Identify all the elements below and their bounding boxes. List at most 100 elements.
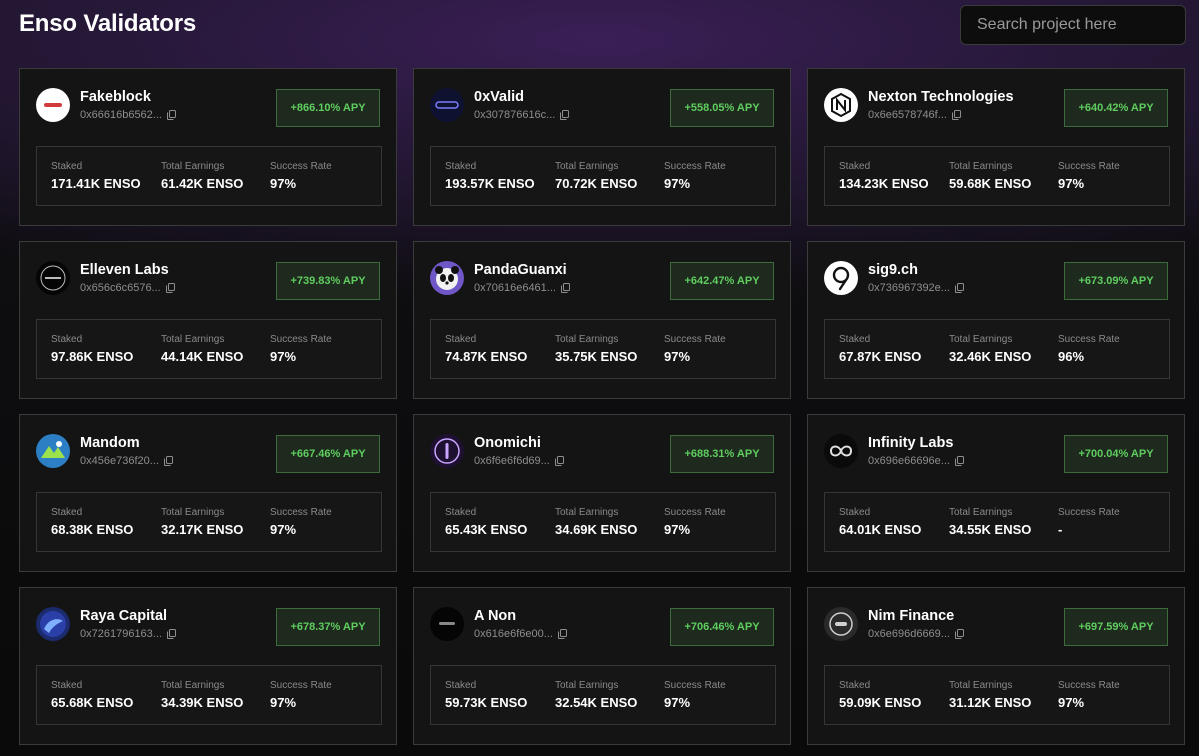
apy-badge: +866.10% APY bbox=[276, 89, 380, 127]
stats-panel: Staked 171.41K ENSO Total Earnings 61.42… bbox=[36, 146, 382, 206]
stat-label: Total Earnings bbox=[161, 507, 225, 518]
validator-card-raya-capital[interactable]: Raya Capital 0x7261796163... +678.37% AP… bbox=[19, 587, 397, 745]
stat-label: Total Earnings bbox=[555, 680, 619, 691]
stat-staked: Staked 64.01K ENSO bbox=[839, 507, 921, 537]
stat-staked: Staked 59.09K ENSO bbox=[839, 680, 921, 710]
copy-icon[interactable] bbox=[954, 629, 964, 639]
validator-logo bbox=[430, 88, 464, 122]
validator-card-fakeblock[interactable]: Fakeblock 0x66616b6562... +866.10% APY S… bbox=[19, 68, 397, 226]
stats-panel: Staked 65.43K ENSO Total Earnings 34.69K… bbox=[430, 492, 776, 552]
validator-address: 0x696e66696e... bbox=[868, 455, 964, 467]
validator-card-elleven-labs[interactable]: Elleven Labs 0x656c6c6576... +739.83% AP… bbox=[19, 241, 397, 399]
address-text: 0x656c6c6576... bbox=[80, 282, 161, 294]
stat-label: Staked bbox=[51, 161, 83, 172]
stats-panel: Staked 67.87K ENSO Total Earnings 32.46K… bbox=[824, 319, 1170, 379]
search-box[interactable] bbox=[960, 5, 1186, 45]
stat-staked: Staked 68.38K ENSO bbox=[51, 507, 133, 537]
stat-staked: Staked 59.73K ENSO bbox=[445, 680, 527, 710]
validator-address: 0x66616b6562... bbox=[80, 109, 176, 121]
stat-value: 134.23K ENSO bbox=[839, 176, 929, 191]
validator-card-infinity-labs[interactable]: Infinity Labs 0x696e66696e... +700.04% A… bbox=[807, 414, 1185, 572]
stat-success-rate: Success Rate - bbox=[1058, 507, 1120, 537]
stat-value: 97% bbox=[664, 695, 691, 710]
validator-card-nexton-technologies[interactable]: Nexton Technologies 0x6e6578746f... +640… bbox=[807, 68, 1185, 226]
stats-panel: Staked 64.01K ENSO Total Earnings 34.55K… bbox=[824, 492, 1170, 552]
validator-card-nim-finance[interactable]: Nim Finance 0x6e696d6669... +697.59% APY… bbox=[807, 587, 1185, 745]
stat-value: 97% bbox=[270, 522, 297, 537]
search-input[interactable] bbox=[977, 16, 1184, 34]
validator-name: PandaGuanxi bbox=[474, 262, 567, 278]
copy-icon[interactable] bbox=[951, 110, 961, 120]
validator-name: Infinity Labs bbox=[868, 435, 954, 451]
stat-label: Staked bbox=[445, 334, 477, 345]
stat-value: 59.73K ENSO bbox=[445, 695, 528, 710]
validator-name: Nim Finance bbox=[868, 608, 955, 624]
stat-label: Total Earnings bbox=[161, 334, 225, 345]
address-text: 0x6f6e6f6d69... bbox=[474, 455, 550, 467]
stat-label: Success Rate bbox=[1058, 680, 1120, 691]
stat-label: Staked bbox=[839, 334, 871, 345]
validator-card-0xvalid[interactable]: 0xValid 0x307876616c... +558.05% APY Sta… bbox=[413, 68, 791, 226]
stat-label: Staked bbox=[51, 680, 83, 691]
stat-label: Success Rate bbox=[664, 680, 726, 691]
fakeblock-logo-icon bbox=[44, 103, 62, 107]
copy-icon[interactable] bbox=[554, 456, 564, 466]
stat-value: 67.87K ENSO bbox=[839, 349, 922, 364]
copy-icon[interactable] bbox=[560, 110, 570, 120]
stat-label: Total Earnings bbox=[949, 680, 1013, 691]
apy-badge: +739.83% APY bbox=[276, 262, 380, 300]
0xvalid-logo-icon bbox=[435, 101, 459, 109]
stat-value: 44.14K ENSO bbox=[161, 349, 244, 364]
apy-badge: +673.09% APY bbox=[1064, 262, 1168, 300]
validator-card-mandom[interactable]: Mandom 0x456e736f20... +667.46% APY Stak… bbox=[19, 414, 397, 572]
stat-value: 59.68K ENSO bbox=[949, 176, 1032, 191]
stat-success-rate: Success Rate 97% bbox=[664, 680, 726, 710]
copy-icon[interactable] bbox=[166, 629, 176, 639]
stat-success-rate: Success Rate 96% bbox=[1058, 334, 1120, 364]
stat-value: 59.09K ENSO bbox=[839, 695, 922, 710]
apy-badge: +642.47% APY bbox=[670, 262, 774, 300]
validator-logo bbox=[824, 261, 858, 295]
stat-value: 65.43K ENSO bbox=[445, 522, 528, 537]
stat-staked: Staked 65.68K ENSO bbox=[51, 680, 133, 710]
apy-badge: +700.04% APY bbox=[1064, 435, 1168, 473]
stat-staked: Staked 97.86K ENSO bbox=[51, 334, 133, 364]
copy-icon[interactable] bbox=[165, 283, 175, 293]
stat-value: 35.75K ENSO bbox=[555, 349, 638, 364]
stat-value: 97% bbox=[270, 349, 297, 364]
stat-value: 97% bbox=[1058, 695, 1085, 710]
copy-icon[interactable] bbox=[166, 110, 176, 120]
validator-card-sig9-ch[interactable]: sig9.ch 0x736967392e... +673.09% APY Sta… bbox=[807, 241, 1185, 399]
copy-icon[interactable] bbox=[557, 629, 567, 639]
stat-value: 32.17K ENSO bbox=[161, 522, 244, 537]
raya-logo-icon bbox=[40, 611, 66, 637]
address-text: 0x616e6f6e00... bbox=[474, 628, 553, 640]
stat-label: Total Earnings bbox=[949, 161, 1013, 172]
validator-card-a-non[interactable]: A Non 0x616e6f6e00... +706.46% APY Stake… bbox=[413, 587, 791, 745]
validator-name: Mandom bbox=[80, 435, 140, 451]
copy-icon[interactable] bbox=[954, 283, 964, 293]
validator-card-pandaguanxi[interactable]: PandaGuanxi 0x70616e6461... +642.47% APY… bbox=[413, 241, 791, 399]
copy-icon[interactable] bbox=[954, 456, 964, 466]
validator-address: 0x6f6e6f6d69... bbox=[474, 455, 564, 467]
copy-icon[interactable] bbox=[163, 456, 173, 466]
stat-value: 34.69K ENSO bbox=[555, 522, 638, 537]
address-text: 0x66616b6562... bbox=[80, 109, 162, 121]
stat-label: Total Earnings bbox=[161, 680, 225, 691]
onomichi-logo-icon bbox=[434, 438, 460, 464]
stats-panel: Staked 134.23K ENSO Total Earnings 59.68… bbox=[824, 146, 1170, 206]
stat-value: 31.12K ENSO bbox=[949, 695, 1032, 710]
validator-logo bbox=[824, 434, 858, 468]
copy-icon[interactable] bbox=[560, 283, 570, 293]
stat-success-rate: Success Rate 97% bbox=[664, 161, 726, 191]
infinity-labs-logo-icon bbox=[829, 445, 853, 457]
stat-label: Total Earnings bbox=[949, 507, 1013, 518]
stat-value: 96% bbox=[1058, 349, 1085, 364]
stat-staked: Staked 65.43K ENSO bbox=[445, 507, 527, 537]
stats-panel: Staked 59.73K ENSO Total Earnings 32.54K… bbox=[430, 665, 776, 725]
stat-label: Total Earnings bbox=[555, 161, 619, 172]
stat-earnings: Total Earnings 32.54K ENSO bbox=[555, 680, 637, 710]
stat-value: 34.55K ENSO bbox=[949, 522, 1032, 537]
validator-card-onomichi[interactable]: Onomichi 0x6f6e6f6d69... +688.31% APY St… bbox=[413, 414, 791, 572]
validator-name: Onomichi bbox=[474, 435, 541, 451]
